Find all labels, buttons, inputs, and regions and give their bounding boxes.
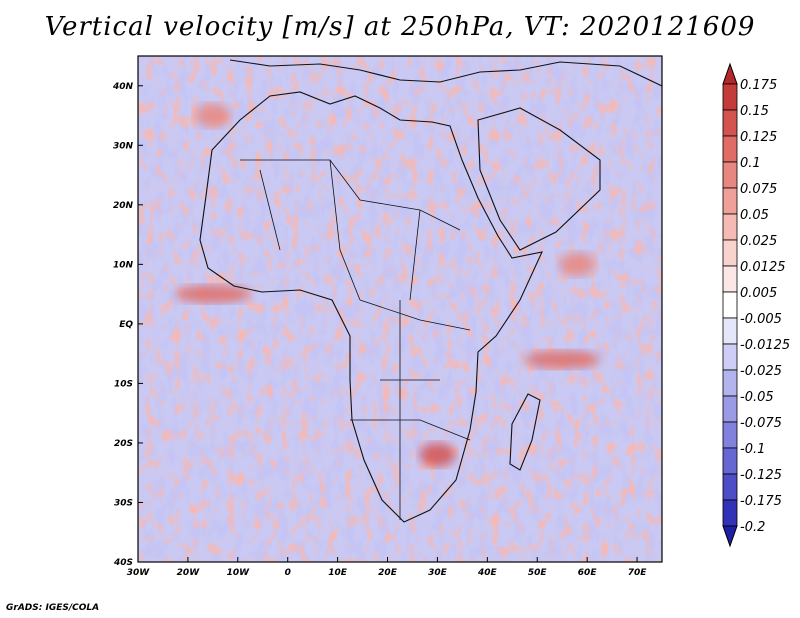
madagascar-coastline [509, 393, 541, 471]
colorbar-swatch [722, 473, 738, 501]
x-tick-label: 50E [528, 568, 548, 578]
x-tick-label: 10E [328, 568, 348, 578]
updraft-patch [194, 103, 231, 128]
y-tick-label: 40S [113, 558, 133, 568]
y-tick-label: 40N [112, 82, 134, 92]
coastlines [199, 59, 662, 523]
colorbar-swatch [722, 161, 738, 189]
y-tick-label: 10S [114, 379, 133, 389]
colorbar-label: -0.025 [740, 364, 782, 379]
x-tick-label: 0 [285, 568, 291, 578]
colorbar-label: 0.025 [740, 234, 777, 249]
y-tick-label: EQ [119, 320, 133, 330]
colorbar-label: -0.0125 [740, 338, 790, 353]
x-tick-label: 30E [428, 568, 448, 578]
colorbar-swatch [722, 83, 738, 111]
colorbar-label: -0.1 [740, 442, 765, 457]
colorbar-label: -0.005 [740, 312, 782, 327]
axes: 30W 20W 10W 0 10E 20E 30E 40E 50E 60E 70E 40N 30N 20N… [112, 82, 647, 578]
updraft-features [174, 103, 601, 467]
colorbar-max-arrow [722, 62, 738, 85]
colorbar-swatch [722, 239, 738, 267]
x-tick-label: 60E [578, 568, 598, 578]
y-tick-label: 30S [114, 498, 133, 508]
colorbar-swatch [722, 265, 738, 293]
colorbar: 0.175 0.15 0.125 0.1 0.075 0.05 0.025 0.0125 0.0… [722, 62, 790, 548]
arabia-coastline [477, 107, 601, 251]
colorbar-swatch [722, 109, 738, 137]
map-frame [137, 55, 663, 563]
x-tick-label: 20E [378, 568, 398, 578]
colorbar-swatch [722, 447, 738, 475]
x-tick-label: 10W [227, 568, 251, 578]
colorbar-swatch [722, 213, 738, 241]
colorbar-min-arrow [722, 525, 738, 548]
x-tick-label: 20W [177, 568, 201, 578]
africa-coastline [199, 91, 543, 523]
colorbar-swatch [722, 395, 738, 423]
colorbar-label: 0.175 [740, 78, 777, 93]
europe-coastline [229, 59, 662, 87]
x-tick-label: 70E [628, 568, 648, 578]
colorbar-label: 0.15 [740, 104, 769, 119]
x-tick-label: 30W [127, 568, 151, 578]
chart-title: Vertical velocity [m/s] at 250hPa, VT: 2… [44, 12, 756, 42]
colorbar-label: -0.075 [740, 416, 782, 431]
colorbar-label: 0.05 [740, 208, 769, 223]
y-tick-label: 20N [113, 201, 134, 211]
colorbar-swatch [722, 135, 738, 163]
y-tick-label: 30N [113, 141, 134, 151]
colorbar-swatch [722, 369, 738, 397]
y-tick-label: 10N [113, 260, 134, 270]
colorbar-label: 0.0125 [740, 260, 786, 275]
colorbar-swatch [722, 291, 738, 319]
colorbar-label: 0.005 [740, 286, 777, 301]
velocity-map [138, 56, 662, 562]
y-tick-label: 20S [114, 439, 133, 449]
colorbar-label: -0.175 [740, 494, 782, 509]
colorbar-label: 0.1 [740, 156, 761, 171]
updraft-patch [559, 252, 596, 277]
colorbar-label: 0.075 [740, 182, 777, 197]
updraft-band [174, 285, 251, 304]
colorbar-swatch [722, 343, 738, 371]
country-borders [240, 159, 471, 520]
colorbar-label: -0.125 [740, 468, 782, 483]
grads-credit: GrADS: IGES/COLA [6, 603, 100, 613]
colorbar-swatch [722, 499, 738, 527]
x-tick-label: 40E [477, 568, 498, 578]
colorbar-swatch [722, 187, 738, 215]
colorbar-swatch [722, 317, 738, 345]
updraft-band [524, 350, 601, 369]
colorbar-label: -0.05 [740, 390, 774, 405]
colorbar-swatch [722, 421, 738, 449]
colorbar-label: 0.125 [740, 130, 777, 145]
colorbar-label: -0.2 [740, 520, 765, 535]
updraft-patch [419, 442, 456, 467]
